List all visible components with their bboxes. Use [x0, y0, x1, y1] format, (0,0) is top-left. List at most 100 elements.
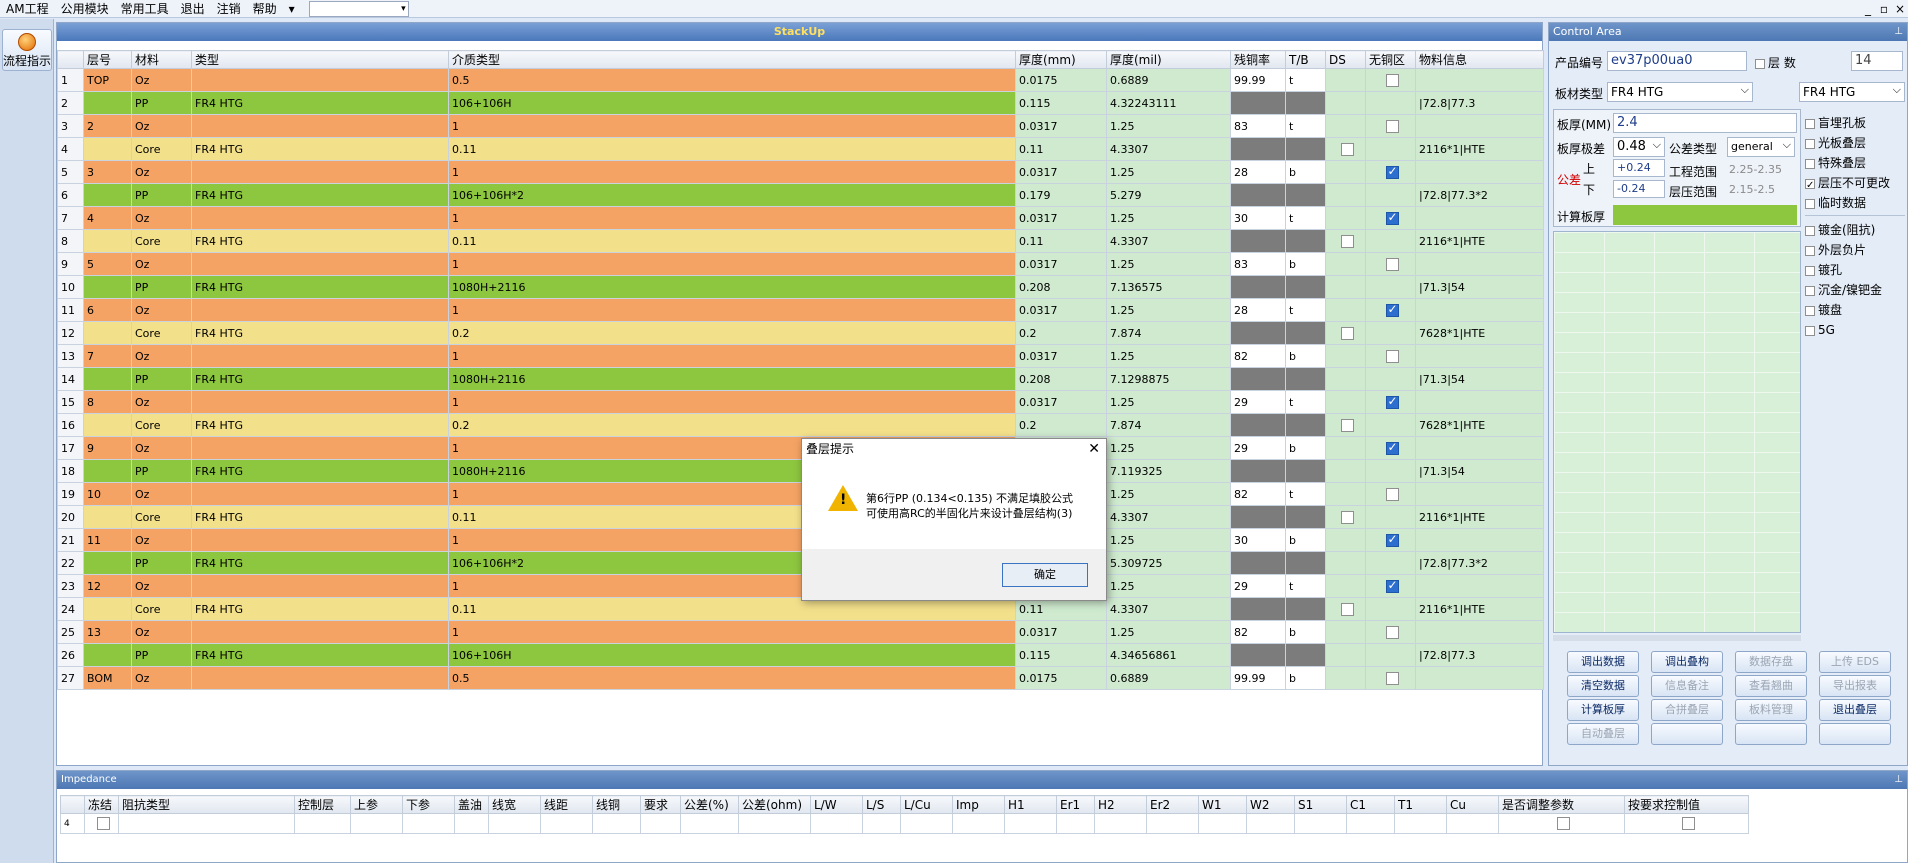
impedance-col[interactable]: L/S	[862, 795, 901, 814]
impedance-col[interactable]: 上参	[350, 795, 403, 814]
row-number[interactable]: 3	[57, 114, 84, 138]
option-checkbox[interactable]	[1805, 305, 1815, 316]
thickness-mm-cell[interactable]: 0.0175	[1015, 68, 1107, 92]
impedance-col[interactable]: H2	[1094, 795, 1147, 814]
impedance-cell[interactable]	[1394, 813, 1447, 834]
stackup-row[interactable]: 17 9 Oz 1 1.25 29 b	[57, 436, 1544, 460]
thickness-mil-cell[interactable]: 7.1298875	[1106, 367, 1231, 391]
residual-copper-cell[interactable]	[1230, 275, 1286, 299]
board-type-select[interactable]: FR4 HTG	[1607, 81, 1753, 102]
thickness-mm-cell[interactable]: 0.0317	[1015, 114, 1107, 138]
material-info-cell[interactable]: 2116*1|HTE	[1415, 137, 1544, 161]
control-button[interactable]: 导出报表	[1819, 675, 1891, 697]
menu-item-logout[interactable]: 注销	[216, 1, 241, 16]
type-cell[interactable]: FR4 HTG	[191, 551, 449, 575]
dielectric-cell[interactable]: 0.5	[448, 666, 1016, 690]
impedance-checkbox[interactable]	[1556, 817, 1570, 831]
material-info-cell[interactable]	[1415, 206, 1544, 230]
no-copper-cell[interactable]	[1365, 620, 1416, 644]
no-copper-cell[interactable]	[1365, 275, 1416, 299]
no-copper-cell[interactable]	[1365, 390, 1416, 414]
thickness-input[interactable]: 2.4	[1613, 113, 1797, 133]
restore-icon[interactable]: ▫	[1879, 2, 1889, 16]
menu-item-am[interactable]: AM工程	[6, 1, 49, 16]
tb-cell[interactable]	[1285, 413, 1326, 437]
impedance-col[interactable]: 是否调整参数	[1498, 795, 1625, 814]
no-copper-checkbox[interactable]	[1385, 349, 1399, 363]
layers-input[interactable]: 14	[1851, 51, 1903, 71]
material-cell[interactable]: Oz	[131, 482, 192, 506]
material-cell[interactable]: PP	[131, 367, 192, 391]
tb-cell[interactable]: b	[1285, 666, 1326, 690]
material-cell[interactable]: Oz	[131, 344, 192, 368]
dielectric-cell[interactable]: 1	[448, 160, 1016, 184]
no-copper-cell[interactable]	[1365, 551, 1416, 575]
control-button[interactable]: 清空数据	[1567, 675, 1639, 697]
layer-cell[interactable]: 6	[83, 298, 132, 322]
control-button[interactable]	[1651, 723, 1723, 745]
type-cell[interactable]	[191, 574, 449, 598]
control-button[interactable]	[1819, 723, 1891, 745]
option-outer-negative[interactable]: 外层负片	[1805, 240, 1905, 260]
col-ds[interactable]: DS	[1325, 50, 1366, 69]
layer-cell[interactable]: 12	[83, 574, 132, 598]
control-button[interactable]	[1735, 723, 1807, 745]
option-checkbox[interactable]	[1805, 138, 1815, 149]
option-hole-plating[interactable]: 镀孔	[1805, 260, 1905, 280]
stackup-row[interactable]: 5 3 Oz 1 0.0317 1.25 28 b	[57, 160, 1544, 184]
material-cell[interactable]: Core	[131, 597, 192, 621]
col-residual[interactable]: 残铜率	[1230, 50, 1286, 69]
layer-cell[interactable]	[83, 413, 132, 437]
residual-copper-cell[interactable]: 30	[1230, 528, 1286, 552]
impedance-checkbox[interactable]	[96, 817, 110, 831]
col-tb[interactable]: T/B	[1285, 50, 1326, 69]
ds-checkbox[interactable]	[1340, 234, 1354, 248]
no-copper-cell[interactable]	[1365, 666, 1416, 690]
tb-cell[interactable]: b	[1285, 160, 1326, 184]
material-info-cell[interactable]: |72.8|77.3	[1415, 91, 1544, 115]
type-cell[interactable]	[191, 666, 449, 690]
material-cell[interactable]: Core	[131, 505, 192, 529]
material-cell[interactable]: Oz	[131, 528, 192, 552]
no-copper-checkbox[interactable]	[1385, 625, 1399, 639]
material-info-cell[interactable]: |71.3|54	[1415, 459, 1544, 483]
material-info-cell[interactable]	[1415, 482, 1544, 506]
residual-copper-cell[interactable]: 28	[1230, 160, 1286, 184]
residual-copper-cell[interactable]	[1230, 505, 1286, 529]
stackup-row[interactable]: 4 Core FR4 HTG 0.11 0.11 4.3307 2116*1|HTE	[57, 137, 1544, 161]
stackup-row[interactable]: 1 TOP Oz 0.5 0.0175 0.6889 99.99 t	[57, 68, 1544, 92]
no-copper-cell[interactable]	[1365, 436, 1416, 460]
residual-copper-cell[interactable]: 82	[1230, 344, 1286, 368]
row-number[interactable]: 22	[57, 551, 84, 575]
layer-cell[interactable]	[83, 643, 132, 667]
residual-copper-cell[interactable]: 83	[1230, 114, 1286, 138]
menu-item-help[interactable]: 帮助	[252, 1, 277, 16]
thickness-mm-cell[interactable]: 0.0317	[1015, 620, 1107, 644]
no-copper-checkbox[interactable]	[1385, 440, 1399, 455]
thickness-mm-cell[interactable]: 0.0317	[1015, 390, 1107, 414]
ds-cell[interactable]	[1325, 344, 1366, 368]
material-info-cell[interactable]: |72.8|77.3*2	[1415, 183, 1544, 207]
no-copper-checkbox[interactable]	[1385, 302, 1399, 317]
tb-cell[interactable]: t	[1285, 390, 1326, 414]
col-layer[interactable]: 层号	[83, 50, 132, 69]
no-copper-cell[interactable]	[1365, 114, 1416, 138]
material-cell[interactable]: Oz	[131, 298, 192, 322]
layer-cell[interactable]	[83, 505, 132, 529]
thickness-mil-cell[interactable]: 4.3307	[1106, 597, 1231, 621]
impedance-col[interactable]: 盖油	[454, 795, 489, 814]
dielectric-cell[interactable]: 0.11	[448, 229, 1016, 253]
residual-copper-cell[interactable]: 28	[1230, 298, 1286, 322]
control-button[interactable]: 调出叠构	[1651, 651, 1723, 673]
thickness-mil-cell[interactable]: 1.25	[1106, 620, 1231, 644]
ds-cell[interactable]	[1325, 229, 1366, 253]
option-temp-data[interactable]: 临时数据	[1805, 193, 1905, 213]
row-number[interactable]: 27	[57, 666, 84, 690]
no-copper-cell[interactable]	[1365, 528, 1416, 552]
ds-checkbox[interactable]	[1340, 418, 1354, 432]
type-cell[interactable]	[191, 206, 449, 230]
material-cell[interactable]: Core	[131, 413, 192, 437]
thickness-mil-cell[interactable]: 1.25	[1106, 160, 1231, 184]
material-cell[interactable]: Core	[131, 137, 192, 161]
impedance-checkbox[interactable]	[1681, 817, 1695, 831]
